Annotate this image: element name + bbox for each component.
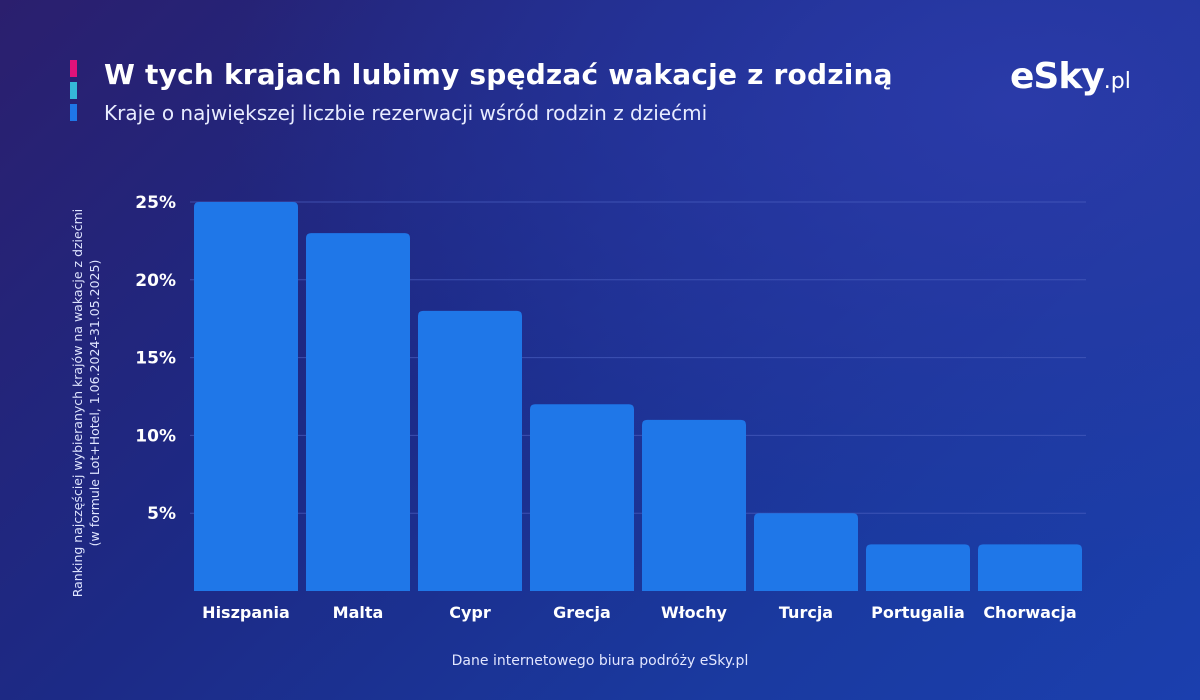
- accent-bar-blue: [70, 104, 77, 121]
- y-tick-label: 25%: [135, 193, 176, 213]
- logo-main-text: eSky: [1010, 56, 1105, 97]
- bar-malta: [306, 233, 410, 591]
- x-tick-label: Cypr: [449, 603, 491, 622]
- y-tick-label: 15%: [135, 349, 176, 369]
- x-tick-label: Portugalia: [871, 603, 965, 622]
- bar-turcja: [754, 513, 858, 591]
- bar-grecja: [530, 404, 634, 591]
- page-subtitle: Kraje o największej liczbie rezerwacji w…: [104, 101, 708, 125]
- accent-bar-pink: [70, 60, 77, 77]
- logo-tld-text: .pl: [1103, 69, 1131, 94]
- x-tick-label: Malta: [333, 603, 384, 622]
- bar-włochy: [642, 419, 746, 591]
- x-tick-label: Turcja: [779, 603, 833, 622]
- esky-logo: eSky .pl: [1010, 56, 1131, 102]
- y-tick-label: 5%: [147, 504, 176, 524]
- y-tick-label: 10%: [135, 426, 176, 446]
- page-title: W tych krajach lubimy spędzać wakacje z …: [104, 58, 893, 91]
- x-tick-label: Hiszpania: [202, 603, 290, 622]
- bar-portugalia: [866, 544, 970, 591]
- bar-hiszpania: [194, 202, 298, 591]
- x-tick-label: Włochy: [661, 603, 727, 622]
- x-tick-label: Grecja: [553, 603, 611, 622]
- bar-cypr: [418, 310, 522, 591]
- x-tick-label: Chorwacja: [983, 603, 1076, 622]
- accent-bar-cyan: [70, 82, 77, 99]
- y-tick-label: 20%: [135, 271, 176, 291]
- source-note: Dane internetowego biura podróży eSky.pl: [451, 653, 749, 669]
- bar-chorwacja: [978, 544, 1082, 591]
